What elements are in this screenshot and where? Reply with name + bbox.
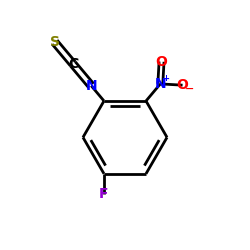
Text: C: C <box>68 57 78 71</box>
Text: −: − <box>185 84 194 94</box>
Text: N: N <box>86 79 97 93</box>
Text: S: S <box>50 35 60 49</box>
Text: O: O <box>156 55 168 69</box>
Text: N: N <box>154 77 166 91</box>
Text: +: + <box>162 74 169 83</box>
Text: O: O <box>177 78 188 92</box>
Text: F: F <box>99 186 109 200</box>
